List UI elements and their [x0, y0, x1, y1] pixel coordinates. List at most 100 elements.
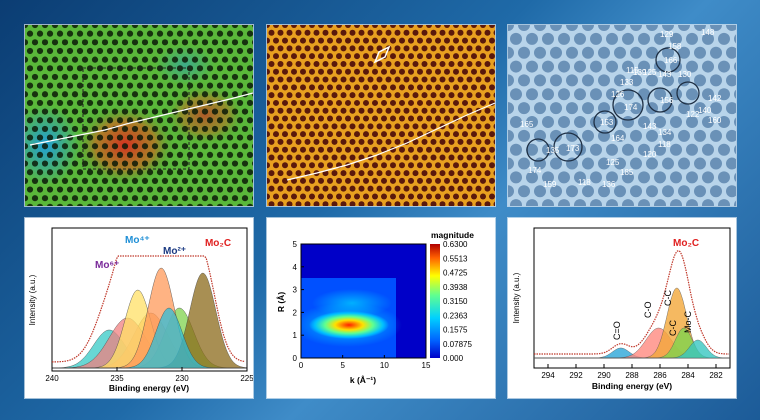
lattice-hole	[646, 157, 658, 170]
lattice-hole	[25, 91, 29, 98]
lattice-hole	[121, 195, 129, 202]
lattice-hole	[81, 25, 89, 29]
lattice-hole	[372, 131, 378, 138]
lattice-hole	[91, 195, 99, 202]
lattice-hole	[268, 29, 275, 36]
lattice-hole	[439, 201, 446, 206]
lattice-hole	[36, 117, 44, 124]
lattice-hole	[216, 169, 224, 176]
lattice-hole	[475, 29, 482, 36]
lattice-hole	[181, 143, 189, 150]
lattice-hole	[558, 88, 570, 101]
lattice-hole	[313, 201, 320, 206]
lattice-hole	[56, 82, 64, 89]
ring-size-label: 148	[701, 28, 715, 37]
lattice-hole	[622, 199, 634, 206]
lattice-hole	[71, 143, 79, 150]
lattice-hole	[86, 169, 94, 176]
lattice-hole	[444, 84, 450, 91]
lattice-hole	[41, 125, 49, 133]
lattice-hole	[304, 201, 311, 206]
lattice-hole	[367, 185, 374, 192]
lattice-hole	[181, 177, 189, 184]
lattice-hole	[526, 171, 538, 184]
lattice-hole	[318, 25, 324, 28]
lattice-hole	[116, 117, 124, 124]
lattice-hole	[582, 46, 594, 59]
lattice-hole	[171, 125, 179, 133]
lattice-hole	[403, 29, 410, 36]
lattice-hole	[141, 91, 149, 98]
lattice-hole	[444, 99, 450, 106]
lattice-hole	[340, 123, 347, 130]
ring-size-label: 143	[658, 70, 672, 79]
lattice-hole	[36, 47, 44, 55]
lattice-hole	[286, 60, 293, 67]
lattice-hole	[606, 60, 618, 73]
lattice-hole	[318, 53, 324, 60]
lattice-hole	[141, 195, 149, 202]
lattice-hole	[181, 160, 189, 167]
lattice-hole	[646, 74, 658, 87]
lattice-hole	[246, 169, 253, 176]
lattice-hole	[106, 47, 114, 55]
lattice-hole	[444, 162, 450, 169]
lattice-hole	[662, 157, 674, 170]
lattice-hole	[354, 99, 360, 106]
lattice-hole	[480, 37, 486, 44]
lattice-hole	[131, 143, 139, 150]
lattice-hole	[466, 123, 473, 130]
lattice-hole	[622, 88, 634, 101]
lattice-hole	[106, 186, 114, 193]
lattice-hole	[246, 117, 253, 124]
lattice-hole	[226, 65, 234, 72]
lattice-hole	[166, 82, 174, 89]
ring	[647, 87, 673, 113]
lattice-hole	[582, 25, 594, 31]
lattice-hole	[598, 74, 610, 87]
lattice-hole	[176, 134, 184, 141]
lattice-hole	[121, 160, 129, 167]
lattice-hole	[654, 88, 666, 101]
label-mo6: Mo⁶⁺	[95, 260, 119, 271]
lattice-hole	[466, 60, 473, 67]
lattice-hole	[381, 84, 387, 91]
lattice-hole	[156, 151, 164, 158]
lattice-hole	[734, 172, 736, 182]
lattice-hole	[136, 134, 144, 141]
lattice-hole	[354, 25, 360, 28]
lattice-hole	[106, 99, 114, 107]
lattice-hole	[574, 60, 586, 73]
lattice-hole	[291, 177, 297, 184]
lattice-hole	[574, 171, 586, 184]
lattice-hole	[231, 195, 239, 202]
lattice-hole	[221, 25, 229, 29]
lattice-hole	[489, 177, 495, 184]
lattice-hole	[694, 102, 706, 115]
lattice-hole	[56, 47, 64, 55]
lattice-hole	[358, 29, 365, 36]
lattice-hole	[349, 170, 356, 177]
lattice-hole	[131, 108, 139, 115]
x-tick-label: 225	[240, 374, 253, 383]
lattice-hole	[363, 115, 369, 122]
lattice-hole	[322, 29, 329, 36]
lattice-hole	[480, 162, 486, 169]
lattice-hole	[51, 108, 59, 115]
lattice-hole	[408, 25, 414, 28]
lattice-hole	[106, 82, 114, 89]
lattice-hole	[390, 193, 396, 200]
xps-mo3d-svg: 240 235 230 225 Intensity (a.u.) Binding en…	[28, 227, 253, 393]
lattice-hole	[318, 68, 324, 75]
lattice-hole	[439, 185, 446, 192]
lattice-hole	[489, 131, 495, 138]
lattice-hole	[246, 134, 253, 141]
lattice-hole	[111, 73, 119, 81]
lattice-hole	[372, 146, 378, 153]
lattice-hole	[322, 138, 329, 145]
lattice-hole	[176, 169, 184, 176]
lattice-hole	[390, 99, 396, 106]
lattice-hole	[493, 61, 495, 67]
lattice-hole	[300, 177, 306, 184]
colorbar	[430, 244, 440, 358]
